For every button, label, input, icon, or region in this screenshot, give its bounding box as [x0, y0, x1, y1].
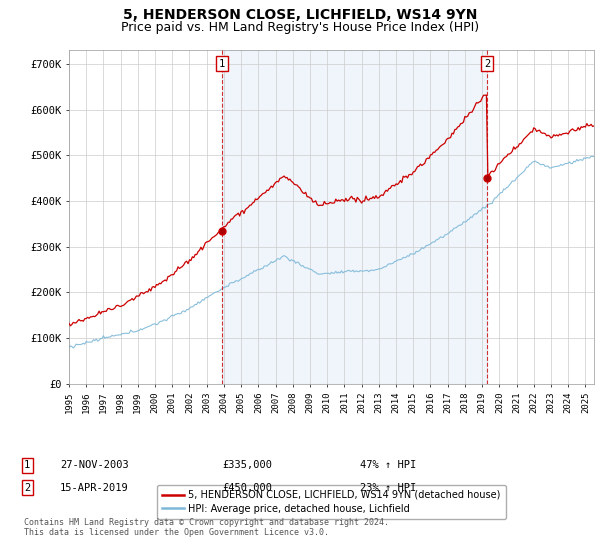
Bar: [222, 50, 487, 384]
Text: 2: 2: [24, 483, 30, 493]
Text: Contains HM Land Registry data © Crown copyright and database right 2024.
This d: Contains HM Land Registry data © Crown c…: [24, 518, 389, 538]
Text: £450,000: £450,000: [222, 483, 272, 493]
Text: £335,000: £335,000: [222, 460, 272, 470]
Text: 23% ↑ HPI: 23% ↑ HPI: [360, 483, 416, 493]
Text: 2: 2: [484, 59, 490, 69]
Text: 15-APR-2019: 15-APR-2019: [60, 483, 129, 493]
Text: 47% ↑ HPI: 47% ↑ HPI: [360, 460, 416, 470]
Text: 27-NOV-2003: 27-NOV-2003: [60, 460, 129, 470]
Text: 5, HENDERSON CLOSE, LICHFIELD, WS14 9YN: 5, HENDERSON CLOSE, LICHFIELD, WS14 9YN: [123, 8, 477, 22]
Text: Price paid vs. HM Land Registry's House Price Index (HPI): Price paid vs. HM Land Registry's House …: [121, 21, 479, 34]
Text: 1: 1: [24, 460, 30, 470]
Legend: 5, HENDERSON CLOSE, LICHFIELD, WS14 9YN (detached house), HPI: Average price, de: 5, HENDERSON CLOSE, LICHFIELD, WS14 9YN …: [157, 485, 506, 519]
Text: 1: 1: [219, 59, 226, 69]
